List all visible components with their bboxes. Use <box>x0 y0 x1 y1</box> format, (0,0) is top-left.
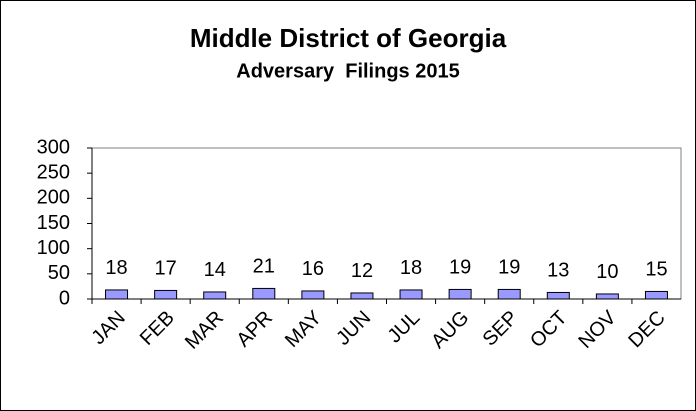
bar <box>644 290 668 300</box>
bar <box>546 291 570 300</box>
bar <box>399 289 423 300</box>
data-label: 19 <box>449 257 471 279</box>
bar <box>301 290 325 300</box>
data-label: 12 <box>351 260 373 282</box>
chart-subtitle: Adversary Filings 2015 <box>236 60 459 82</box>
data-label: 15 <box>645 259 667 281</box>
data-label: 18 <box>105 257 127 279</box>
bar <box>497 288 521 300</box>
bar <box>203 291 227 300</box>
data-label: 19 <box>498 257 520 279</box>
y-tick-label: 150 <box>37 212 70 234</box>
bar <box>350 292 374 300</box>
y-tick-label: 300 <box>37 136 70 158</box>
y-tick-label: 200 <box>37 187 70 209</box>
data-label: 16 <box>302 258 324 280</box>
bar <box>448 288 472 300</box>
bar <box>105 289 129 300</box>
bar <box>154 289 178 300</box>
y-tick-label: 0 <box>59 287 70 309</box>
data-label: 14 <box>204 259 226 281</box>
data-label: 13 <box>547 260 569 282</box>
data-label: 10 <box>596 261 618 283</box>
bar <box>252 287 276 300</box>
data-label: 17 <box>155 258 177 280</box>
bar <box>595 293 619 300</box>
y-tick-label: 250 <box>37 161 70 183</box>
data-label: 21 <box>253 256 275 278</box>
y-tick-label: 50 <box>48 262 70 284</box>
chart-title: Middle District of Georgia <box>190 23 507 53</box>
y-tick-label: 100 <box>37 237 70 259</box>
data-label: 18 <box>400 257 422 279</box>
